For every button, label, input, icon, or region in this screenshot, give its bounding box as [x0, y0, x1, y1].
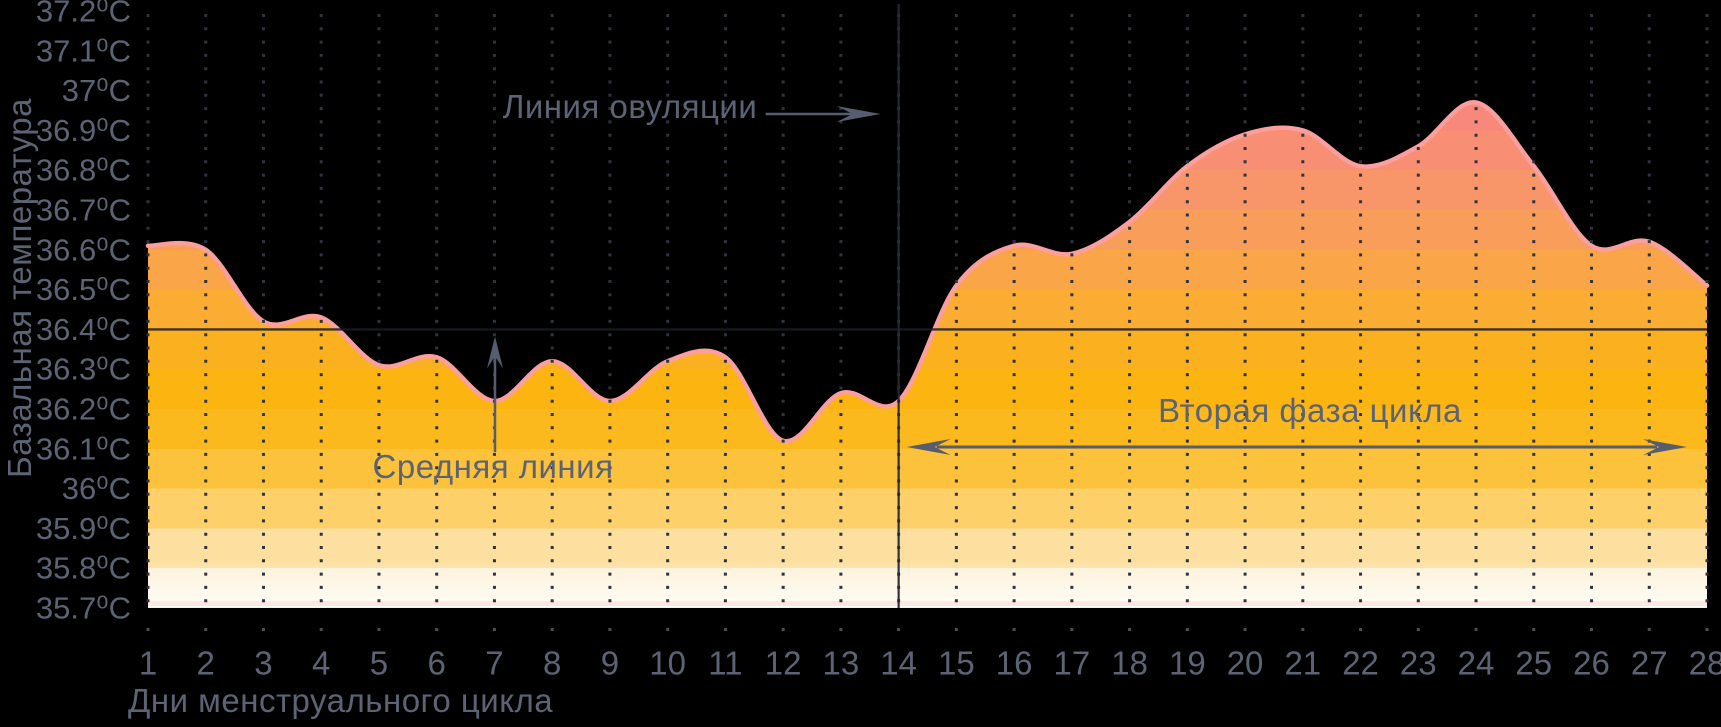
x-tick-label: 6	[428, 645, 446, 682]
x-tick-label: 15	[938, 645, 975, 682]
x-tick-label: 27	[1631, 645, 1668, 682]
x-tick-label: 11	[708, 645, 742, 682]
second-phase-arrow-head-left	[906, 439, 951, 455]
y-tick-label: 35.7⁰C	[36, 591, 131, 626]
x-tick	[1416, 628, 1420, 631]
x-tick	[550, 628, 554, 631]
x-tick	[261, 628, 265, 631]
y-axis-title: Базальная температура	[1, 98, 38, 478]
x-tick-label: 2	[197, 645, 215, 682]
x-tick	[1185, 628, 1189, 631]
y-tick-label: 35.8⁰C	[36, 551, 131, 586]
x-tick	[608, 628, 612, 631]
x-tick-label: 21	[1284, 645, 1321, 682]
second-phase-label: Вторая фаза цикла	[1158, 392, 1462, 429]
x-tick-label: 28	[1689, 645, 1721, 682]
x-tick	[781, 628, 785, 631]
y-tick-label: 36.9⁰C	[36, 113, 131, 148]
x-tick-label: 22	[1342, 645, 1379, 682]
x-tick	[839, 628, 843, 631]
x-tick	[1128, 628, 1132, 631]
ovulation-line-label: Линия овуляции	[502, 88, 758, 125]
ovulation-arrow-head	[836, 106, 881, 122]
x-tick	[435, 628, 439, 631]
x-tick	[1647, 628, 1651, 631]
x-tick-label: 24	[1458, 645, 1495, 682]
x-tick	[1474, 628, 1478, 631]
x-tick	[1590, 628, 1594, 631]
y-axis-tick-labels: 37.2⁰C 37.1⁰C 37⁰C 36.9⁰C 36.8⁰C 36.7⁰C 36.6⁰C…	[36, 0, 131, 626]
y-tick-label: 36.5⁰C	[36, 272, 131, 307]
x-tick-label: 26	[1573, 645, 1610, 682]
temperature-area-fill	[148, 102, 1707, 608]
y-tick-label: 37.2⁰C	[36, 0, 131, 29]
x-tick	[204, 628, 208, 631]
x-tick-label: 23	[1400, 645, 1437, 682]
x-tick-label: 10	[649, 645, 686, 682]
x-tick	[1012, 628, 1016, 631]
x-tick-label: 16	[996, 645, 1033, 682]
x-tick-label: 17	[1053, 645, 1090, 682]
y-tick-label: 36.7⁰C	[36, 193, 131, 228]
y-tick-label: 35.9⁰C	[36, 511, 131, 546]
x-tick	[319, 628, 323, 631]
x-tick-label: 18	[1111, 645, 1148, 682]
x-tick-label: 25	[1515, 645, 1552, 682]
x-tick-label: 1	[139, 645, 157, 682]
area-bottom-pink-edge	[148, 601, 1707, 606]
y-tick-label: 36.1⁰C	[36, 431, 131, 466]
area-bottom-white-fade	[148, 560, 1707, 607]
x-tick-label: 12	[765, 645, 802, 682]
x-tick	[1301, 628, 1305, 631]
x-tick-label: 4	[312, 645, 330, 682]
y-tick-label: 36.3⁰C	[36, 352, 131, 387]
x-tick-label: 7	[485, 645, 503, 682]
y-tick-label: 36.2⁰C	[36, 392, 131, 427]
x-tick	[666, 628, 670, 631]
x-tick	[1705, 628, 1709, 631]
x-axis-tick-labels: 1 2 3 4 5 6 7 8 9 10 11 12 13 14 15 16 17 18 19 20 21 22 23 24 2…	[139, 645, 1721, 682]
x-tick-label: 5	[370, 645, 388, 682]
x-tick-label: 19	[1169, 645, 1206, 682]
x-tick-label: 9	[601, 645, 619, 682]
x-tick	[1359, 628, 1363, 631]
temperature-curve	[145, 100, 1710, 444]
y-tick-label: 37.1⁰C	[36, 33, 131, 68]
middle-line-label: Средняя линия	[372, 448, 614, 485]
x-axis-title: Дни менструального цикла	[128, 682, 554, 719]
second-phase-arrow-head-right	[1643, 439, 1687, 455]
x-tick-label: 14	[880, 645, 917, 682]
middle-line-arrow-head	[487, 336, 503, 369]
x-tick	[1070, 628, 1074, 631]
x-tick-label: 20	[1227, 645, 1264, 682]
x-tick	[954, 628, 958, 631]
x-tick-label: 8	[543, 645, 561, 682]
x-tick	[377, 628, 381, 631]
y-tick-label: 36.4⁰C	[36, 312, 131, 347]
x-axis-tick-dots	[146, 628, 1709, 631]
y-tick-label: 37⁰C	[62, 73, 131, 108]
x-tick	[897, 628, 901, 631]
y-tick-label: 36.6⁰C	[36, 232, 131, 267]
x-tick	[492, 628, 496, 631]
y-tick-label: 36⁰C	[62, 471, 131, 506]
x-tick-label: 3	[254, 645, 272, 682]
x-tick-label: 13	[823, 645, 860, 682]
y-tick-label: 36.8⁰C	[36, 153, 131, 188]
x-tick	[1532, 628, 1536, 631]
x-tick	[146, 628, 150, 631]
x-tick	[723, 628, 727, 631]
annotation-arrows	[487, 106, 1687, 455]
x-tick	[1243, 628, 1247, 631]
